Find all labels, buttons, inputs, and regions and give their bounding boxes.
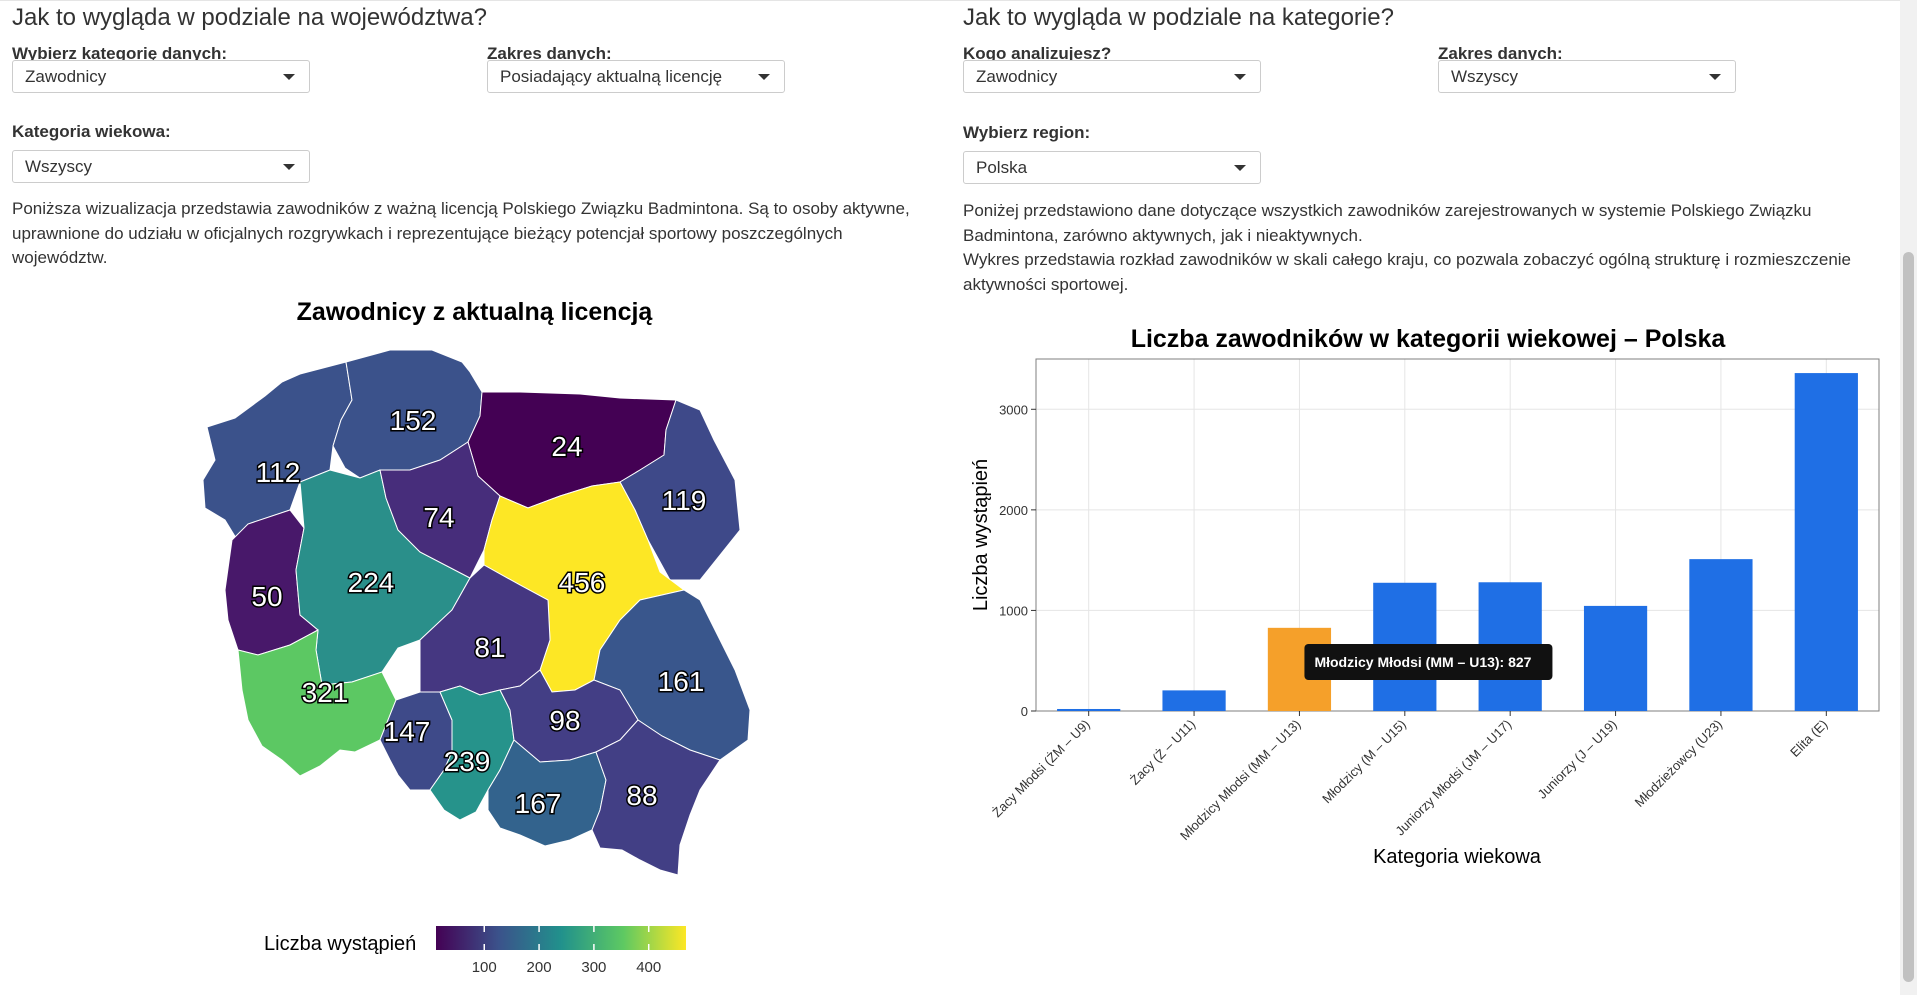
x-tick-label: Młodzicy Młodsi (MM – U13) [1177,717,1304,844]
region-value-label: 74 [423,502,454,533]
age-select-value: Wszyscy [25,157,93,176]
category-label: Wybierz kategorię danych: [12,44,228,63]
tooltip-text: Młodzicy Młodsi (MM – U13): 827 [1314,654,1531,670]
y-tick-label: 1000 [999,603,1028,618]
region-value-label: 456 [559,567,606,598]
bar-1[interactable] [1162,690,1226,711]
who-label: Kogo analizujesz? [963,44,1112,63]
y-tick-label: 0 [1021,704,1028,719]
chevron-down-icon [1234,74,1246,80]
range2-label: Zakres danych: [1438,44,1563,63]
x-tick-label: Juniorzy (J – U19) [1534,717,1619,802]
map-title: Zawodnicy z aktualną licencją [296,298,653,326]
region-value-label: 161 [658,666,705,697]
scrollbar[interactable] [1900,0,1917,995]
bar-0[interactable] [1057,708,1121,711]
region-value-label: 81 [474,632,505,663]
y-axis-label: Liczba wystąpień [970,459,992,611]
range2-select-value: Wszyscy [1451,67,1519,86]
category-select-value: Zawodnicy [25,67,107,86]
poland-map: 112 152 24 119 50 224 74 456 81 161 321 147 239 98 167… [202,349,751,976]
bar-7[interactable] [1794,373,1858,711]
voivodeship-description: Poniższa wizualizacja przedstawia zawodn… [12,199,910,267]
chevron-down-icon [1234,165,1246,171]
chevron-down-icon [283,74,295,80]
chevron-down-icon [283,164,295,170]
plot-frame [1035,358,1880,712]
region-value-label: 24 [551,431,582,462]
region-select-value: Polska [976,158,1028,177]
top-border [0,0,1900,1]
bar-chart-title: Liczba zawodników w kategorii wiekowej –… [1130,325,1726,353]
region-value-label: 98 [549,705,580,736]
region-value-label: 112 [256,457,301,488]
x-tick-label: Młodzieżowcy (U23) [1632,717,1725,810]
category-select[interactable]: Zawodnicy [12,60,310,93]
x-tick-label: Żacy Młodsi (ŻM – U9) [989,717,1093,821]
region-value-label: 50 [251,581,282,612]
category-section-title: Jak to wygląda w podziale na kategorie? [963,4,1394,31]
legend-tick-label: 200 [527,959,552,976]
legend-tick-label: 400 [636,959,661,976]
bar-6[interactable] [1689,559,1753,711]
bar-5[interactable] [1583,605,1648,711]
bar-chart: 0 1000 2000 3000 Żacy Młodsi (ŻM – U9) Żacy … [970,358,1880,868]
region-value-label: 239 [444,746,491,777]
x-tick-label: Młodzicy (M – U15) [1319,717,1409,807]
who-select-value: Zawodnicy [976,67,1058,86]
region-value-label: 119 [662,485,707,516]
chevron-down-icon [758,74,770,80]
region-value-label: 321 [302,677,349,708]
region-label: Wybierz region: [963,123,1091,142]
region-select[interactable]: Polska [963,151,1261,184]
x-tick-label: Elita (E) [1787,717,1830,760]
range2-select[interactable]: Wszyscy [1438,60,1736,93]
legend-title: Liczba wystąpień [264,933,416,955]
x-tick-label: Żacy (Ż – U11) [1127,717,1198,788]
age-label: Kategoria wiekowa: [12,122,171,141]
region-podkarpackie[interactable] [591,719,721,876]
category-description-p1: Poniżej przedstawiono dane dotyczące wsz… [963,201,1812,245]
legend-colorbar [436,926,686,950]
x-axis-label: Kategoria wiekowa [1373,846,1542,868]
voivodeship-section-title: Jak to wygląda w podziale na województwa… [12,4,487,31]
x-tick-label: Juniorzy Młodsi (JM – U17) [1392,717,1514,839]
legend-tick-label: 100 [472,959,497,976]
category-description: Poniżej przedstawiono dane dotyczące wsz… [963,199,1888,297]
y-tick-label: 3000 [999,402,1028,417]
range-select-value: Posiadający aktualną licencję [500,67,723,86]
y-tick-label: 2000 [999,503,1028,518]
range-label: Zakres danych: [487,44,612,63]
legend-tick-label: 300 [581,959,606,976]
chevron-down-icon [1709,74,1721,80]
region-value-label: 152 [390,405,437,436]
bar-tooltip: Młodzicy Młodsi (MM – U13): 827 [1304,644,1553,680]
age-select[interactable]: Wszyscy [12,150,310,183]
region-value-label: 88 [626,780,657,811]
range-select[interactable]: Posiadający aktualną licencję [487,60,785,93]
region-value-label: 147 [384,716,431,747]
who-select[interactable]: Zawodnicy [963,60,1261,93]
region-value-label: 167 [515,788,562,819]
scrollbar-thumb[interactable] [1903,252,1914,982]
region-value-label: 224 [348,567,395,598]
category-description-p2: Wykres przedstawia rozkład zawodników w … [963,250,1852,294]
